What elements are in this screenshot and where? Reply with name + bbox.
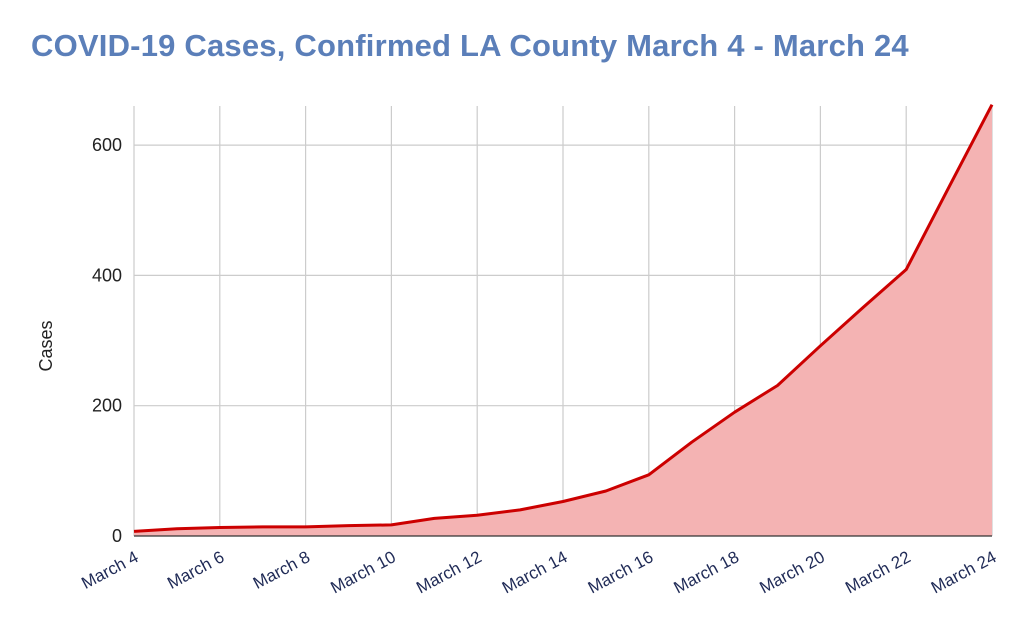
y-tick-labels: 0 200 400 600 [92, 135, 122, 546]
x-tick-label: March 22 [842, 547, 913, 597]
x-tick-label: March 14 [499, 547, 570, 597]
x-tick-label: March 8 [250, 547, 313, 593]
y-tick-label: 600 [92, 135, 122, 155]
x-tick-label: March 20 [756, 547, 827, 597]
y-tick-label: 0 [112, 526, 122, 546]
series-line [133, 104, 994, 533]
y-axis-label: Cases [36, 320, 56, 371]
y-tick-label: 400 [92, 265, 122, 285]
y-tick-label: 200 [92, 396, 122, 416]
x-tick-label: March 24 [928, 547, 999, 597]
chart-title: COVID-19 Cases, Confirmed LA County Marc… [31, 28, 909, 63]
x-tick-labels: March 4 March 6 March 8 March 10 March 12 Mar… [78, 547, 999, 597]
x-tick-label: March 16 [585, 547, 656, 597]
series-area [134, 104, 992, 536]
x-tick-label: March 6 [164, 547, 227, 593]
x-tick-label: March 4 [78, 547, 141, 593]
x-tick-label: March 18 [671, 547, 742, 597]
x-tick-label: March 10 [327, 547, 398, 597]
x-tick-label: March 12 [413, 547, 484, 597]
